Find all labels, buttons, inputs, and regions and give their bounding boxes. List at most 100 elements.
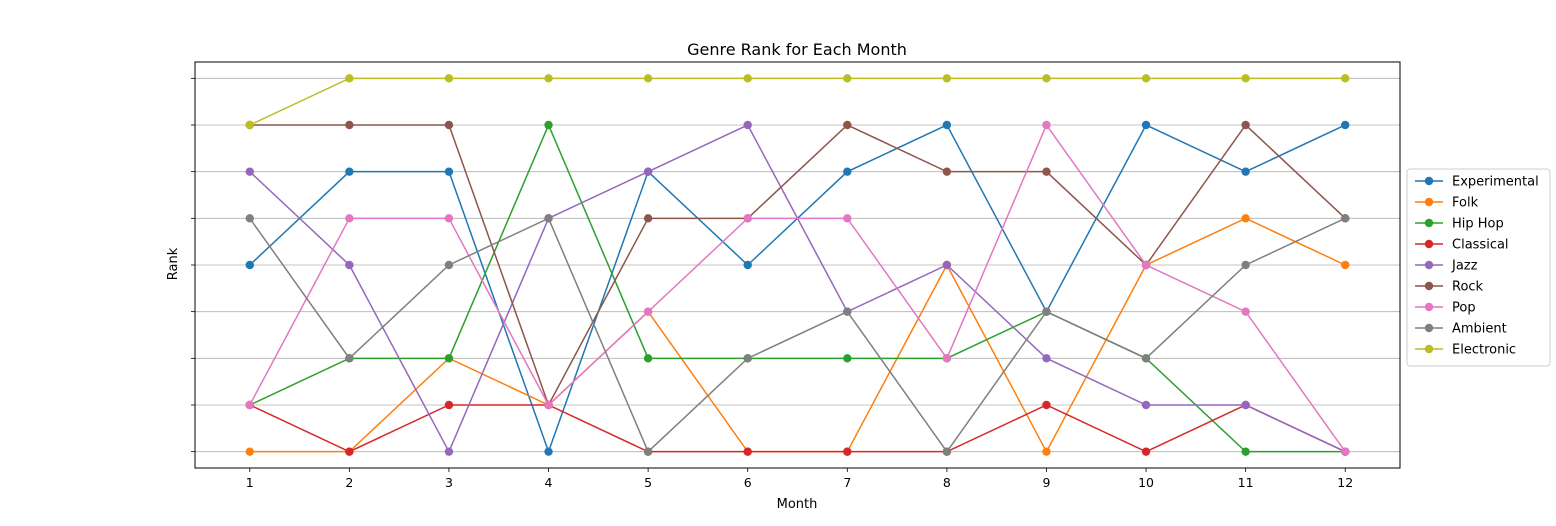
data-point xyxy=(245,120,254,130)
x-tick-label: 12 xyxy=(1337,475,1353,490)
x-tick-label: 10 xyxy=(1138,475,1154,490)
x-axis-label: Month xyxy=(777,497,818,512)
data-point xyxy=(942,120,952,130)
data-point xyxy=(743,447,752,456)
data-point xyxy=(1042,400,1051,410)
legend-label: Rock xyxy=(1452,280,1484,295)
data-point xyxy=(1341,74,1350,83)
data-point xyxy=(245,167,254,176)
series-lines xyxy=(245,74,1350,456)
series-line xyxy=(249,404,1346,453)
data-point xyxy=(643,447,653,456)
data-point xyxy=(1042,167,1051,176)
y-axis-label: Rank xyxy=(166,247,181,280)
data-point xyxy=(1042,354,1051,363)
data-point xyxy=(843,447,852,456)
legend-label: Experimental xyxy=(1452,175,1539,190)
data-point xyxy=(643,307,653,316)
data-point xyxy=(345,74,354,83)
data-point xyxy=(1141,120,1151,130)
legend-swatch-marker xyxy=(1424,323,1434,333)
data-point xyxy=(743,120,752,130)
data-point xyxy=(643,354,653,363)
x-tick-label: 9 xyxy=(1042,475,1050,490)
series-pop xyxy=(245,120,1350,456)
series-line xyxy=(249,124,1346,454)
data-point xyxy=(1042,307,1051,316)
chart-title: Genre Rank for Each Month xyxy=(687,40,907,59)
legend-label: Hip Hop xyxy=(1452,217,1504,232)
data-point xyxy=(843,214,852,223)
legend-swatch-marker xyxy=(1424,281,1434,291)
data-point xyxy=(1241,447,1250,456)
legend-label: Jazz xyxy=(1451,259,1478,274)
series-line xyxy=(249,123,1346,453)
data-point xyxy=(1241,74,1250,83)
legend-label: Electronic xyxy=(1452,343,1516,358)
data-point xyxy=(444,354,454,363)
data-point xyxy=(843,354,852,363)
data-point xyxy=(643,74,653,83)
data-point xyxy=(1141,74,1151,83)
x-tick-label: 1 xyxy=(246,475,254,490)
data-point xyxy=(843,167,852,176)
data-point xyxy=(942,354,952,363)
x-tick-label: 3 xyxy=(445,475,453,490)
data-point xyxy=(843,307,852,316)
data-point xyxy=(345,447,354,456)
series-ambient xyxy=(245,214,1350,456)
data-point xyxy=(1241,307,1250,316)
legend-swatch-marker xyxy=(1424,176,1434,186)
x-tick-label: 11 xyxy=(1238,475,1254,490)
data-point xyxy=(1241,214,1250,223)
data-point xyxy=(444,74,454,83)
data-point xyxy=(1341,120,1350,130)
data-point xyxy=(345,260,354,270)
data-point xyxy=(544,214,553,223)
legend-item: Hip Hop xyxy=(1415,217,1504,232)
data-point xyxy=(444,260,454,270)
data-point xyxy=(1042,74,1051,83)
legend-label: Ambient xyxy=(1452,322,1507,337)
data-point xyxy=(1141,400,1151,410)
legend-item: Jazz xyxy=(1415,259,1478,274)
data-point xyxy=(1141,447,1151,456)
data-point xyxy=(245,214,254,223)
legend-label: Folk xyxy=(1452,196,1479,211)
data-point xyxy=(345,167,354,176)
legend-item: Electronic xyxy=(1415,343,1516,358)
axis-ticks: 1 2 3 4 5 6 7 8 9 10 11 12 xyxy=(191,77,1353,490)
series-line xyxy=(249,124,1346,454)
data-point xyxy=(1241,167,1250,176)
data-point xyxy=(843,120,852,130)
legend-item: Ambient xyxy=(1415,322,1507,337)
data-point xyxy=(1341,214,1350,223)
data-point xyxy=(743,354,752,363)
x-tick-label: 6 xyxy=(744,475,752,490)
data-point xyxy=(1141,260,1151,270)
data-point xyxy=(1241,260,1250,270)
data-point xyxy=(942,447,952,456)
data-point xyxy=(942,74,952,83)
x-tick-label: 7 xyxy=(843,475,851,490)
legend-label: Pop xyxy=(1452,301,1476,316)
data-point xyxy=(544,447,553,456)
data-point xyxy=(444,447,454,456)
series-line xyxy=(249,123,1346,453)
data-point xyxy=(544,120,553,130)
legend-item: Folk xyxy=(1415,196,1479,211)
series-line xyxy=(249,217,1346,453)
data-point xyxy=(1141,354,1151,363)
legend-item: Experimental xyxy=(1415,175,1539,190)
data-point xyxy=(1042,447,1051,456)
data-point xyxy=(942,167,952,176)
legend-box xyxy=(1406,168,1551,367)
data-point xyxy=(444,120,454,130)
series-classical xyxy=(245,400,1350,456)
data-point xyxy=(444,400,454,410)
x-tick-label: 2 xyxy=(345,475,353,490)
legend-item: Classical xyxy=(1415,238,1509,253)
data-point xyxy=(1241,400,1250,410)
data-point xyxy=(743,260,752,270)
